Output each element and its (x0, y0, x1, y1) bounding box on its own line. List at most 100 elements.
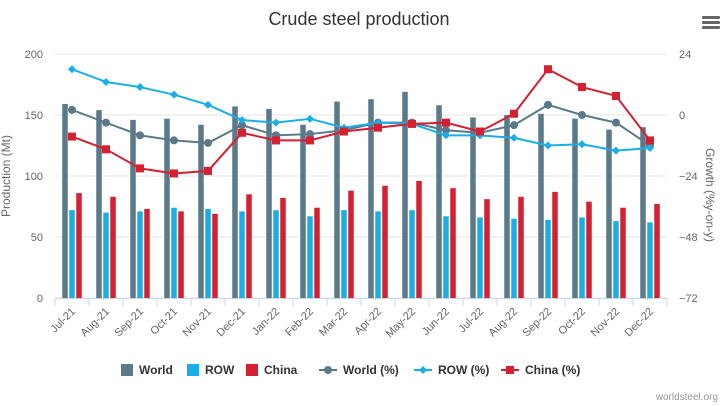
point-row (238, 116, 246, 125)
bar-world (368, 99, 374, 298)
x-axis: Jul-21 Aug-21 Sep-21 Oct-21 Nov-21 Dec-21 Jan-… (48, 298, 668, 340)
bar-china (246, 194, 252, 298)
line-series (68, 65, 654, 178)
point-row (102, 77, 110, 86)
bar-world (62, 104, 68, 299)
point-world (612, 118, 620, 127)
legend-item-world[interactable]: World (121, 363, 173, 377)
legend-item-row[interactable]: ROW (%) (414, 363, 489, 377)
legend-item-china[interactable]: China (%) (501, 363, 580, 377)
bar-china (518, 196, 524, 298)
bar-row (579, 217, 585, 298)
bar-row (103, 212, 109, 298)
x-tick-label: Oct-22 (556, 306, 588, 338)
bar-row (613, 221, 619, 298)
bar-row (443, 216, 449, 298)
point-row (170, 90, 178, 99)
credit-text[interactable]: worldsteel.org (655, 392, 718, 403)
bar-china (280, 197, 286, 298)
bar-china (76, 193, 82, 298)
y2-tick-label: −24 (679, 171, 698, 183)
hamburger-menu-icon[interactable] (701, 14, 721, 34)
point-row (204, 100, 212, 109)
y-tick-label: 150 (25, 110, 43, 122)
bar-row (273, 210, 279, 298)
bar-world (164, 118, 170, 298)
y2-tick-label: 24 (679, 49, 691, 61)
point-china (544, 65, 552, 74)
point-china (102, 145, 110, 154)
point-row (306, 114, 314, 123)
point-china (578, 83, 586, 92)
y2-axis-title: Growth (%y-on-y) (703, 148, 717, 242)
y2-tick-label: 0 (679, 110, 685, 122)
point-china (238, 128, 246, 137)
point-china (272, 136, 280, 145)
bar-world (436, 105, 442, 299)
point-row (68, 65, 76, 74)
x-tick-label: Mar-22 (317, 306, 350, 339)
x-tick-label: Aug-22 (487, 306, 521, 340)
bar-world (402, 91, 408, 298)
bar-row (647, 222, 653, 298)
point-row (578, 140, 586, 149)
x-tick-label: May-22 (384, 306, 418, 340)
bar-china (416, 180, 422, 298)
y2-tick-label: −48 (679, 232, 698, 244)
bar-world (198, 124, 204, 298)
legend-item-china[interactable]: China (246, 363, 298, 377)
point-china (646, 136, 654, 145)
x-tick-label: Dec-22 (623, 306, 657, 340)
x-tick-label: Sep-21 (113, 306, 147, 340)
chart-title: Crude steel production (268, 9, 449, 29)
bar-china (654, 204, 660, 298)
legend: World ROW China World (%) ROW (%) China (%) (121, 363, 580, 377)
bar-china (212, 213, 218, 298)
point-china (306, 136, 314, 145)
bar-world (130, 119, 136, 298)
left-axis: 0 50 100 150 200 (25, 49, 43, 305)
legend-swatch (121, 364, 133, 376)
point-china (374, 123, 382, 132)
legend-label: China (264, 363, 298, 377)
point-world (578, 111, 586, 119)
x-tick-label: Feb-22 (283, 306, 316, 339)
point-world (544, 100, 552, 109)
point-china (442, 118, 450, 127)
y-axis-title: Production (Mt) (0, 135, 13, 217)
legend-swatch (246, 364, 258, 376)
legend-label: ROW (205, 363, 235, 377)
bar-world (232, 106, 238, 299)
bar-row (477, 217, 483, 298)
bar-world (572, 118, 578, 298)
y-tick-label: 100 (25, 171, 43, 183)
legend-label: World (139, 363, 173, 377)
bar-world (470, 117, 476, 298)
legend-swatch (187, 364, 199, 376)
bar-china (586, 201, 592, 298)
point-china (612, 91, 620, 100)
legend-marker (419, 366, 427, 374)
bar-china (552, 191, 558, 298)
point-row (612, 146, 620, 155)
point-row (442, 131, 450, 140)
x-tick-label: Apr-22 (352, 306, 384, 338)
bar-china (620, 207, 626, 298)
x-tick-label: Jan-22 (250, 306, 282, 338)
bar-world (504, 115, 510, 298)
legend-item-row[interactable]: ROW (187, 363, 235, 377)
bar-row (511, 218, 517, 298)
bar-world (300, 124, 306, 298)
point-china (510, 109, 518, 118)
point-world (442, 126, 450, 135)
bar-series (62, 91, 660, 299)
line-world (71, 103, 651, 147)
bar-china (178, 211, 184, 298)
point-row (136, 83, 144, 92)
point-world (510, 121, 518, 130)
bar-row (545, 219, 551, 298)
x-tick-label: Jun-22 (420, 306, 452, 338)
legend-label: ROW (%) (438, 363, 489, 377)
legend-item-world[interactable]: World (%) (319, 363, 399, 377)
point-row (646, 144, 654, 153)
